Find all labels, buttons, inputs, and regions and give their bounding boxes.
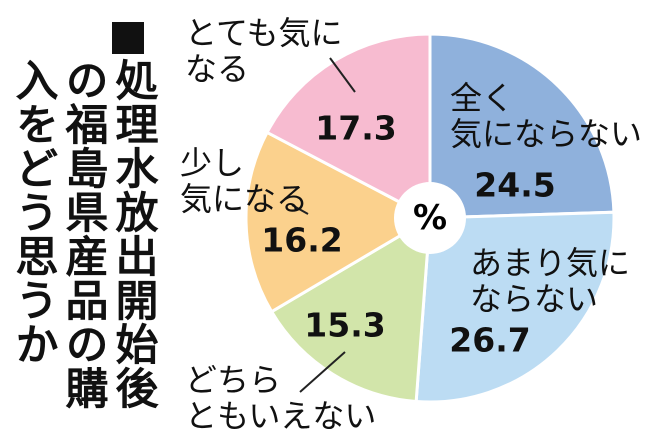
- value-label: 17.3: [315, 108, 397, 148]
- pie-slice: [414, 210, 616, 404]
- value-label: 24.5: [474, 165, 556, 205]
- value-label: 26.7: [449, 320, 531, 360]
- title-marker: [112, 22, 144, 54]
- leader-line: [291, 204, 309, 215]
- chart-title: 処理水放出開始後の福島県産品の購入をどう思うか: [8, 58, 158, 410]
- slice-label: どちら ともいえない: [185, 361, 377, 435]
- slice-label: あまり気に ならない: [470, 244, 631, 318]
- pie-slice: [244, 130, 434, 314]
- pie-slice: [428, 32, 616, 220]
- unit-label: %: [412, 198, 448, 238]
- slice-label: 全く 気にならない: [450, 79, 643, 153]
- pie-slice: [265, 32, 432, 221]
- value-label: 16.2: [261, 220, 343, 260]
- center-hole: [394, 182, 466, 254]
- value-label: 15.3: [304, 305, 386, 345]
- leader-line: [299, 351, 346, 393]
- pie-slice: [269, 215, 432, 404]
- slice-label: とても気に なる: [185, 14, 343, 88]
- leader-line: [329, 57, 356, 93]
- slice-label: 少し 気になる: [180, 144, 309, 218]
